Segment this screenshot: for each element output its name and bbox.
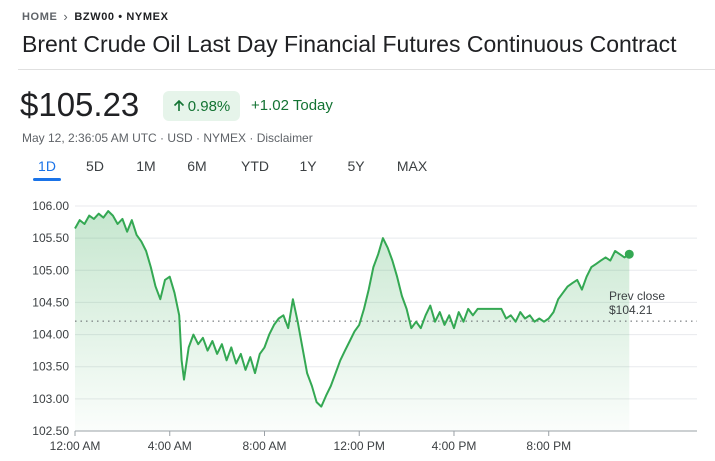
y-tick-label: 103.50 — [32, 360, 69, 374]
price-chart[interactable]: 106.00 105.50 105.00 104.50 104.00 103.50 103.… — [0, 191, 715, 461]
y-tick-label: 106.00 — [32, 199, 69, 213]
price-line — [74, 210, 630, 408]
tab-1d[interactable]: 1D — [38, 158, 56, 174]
tab-6m[interactable]: 6M — [187, 158, 207, 174]
breadcrumb-home-link[interactable]: HOME — [22, 10, 58, 23]
quote-meta: May 12, 2:36:05 AM UTC · USD · NYMEX · D… — [22, 131, 313, 145]
breadcrumb-ticker: BZW00 • NYMEX — [74, 10, 169, 23]
x-tick-label: 12:00 PM — [334, 439, 385, 453]
chevron-right-icon: › — [63, 9, 69, 24]
x-tick-label: 4:00 AM — [148, 439, 192, 453]
tab-max[interactable]: MAX — [396, 158, 428, 174]
y-tick-label: 104.00 — [32, 328, 69, 342]
y-tick-label: 104.50 — [32, 295, 69, 309]
change-today: +1.02 Today — [251, 97, 333, 114]
prev-close-label: Prev close — [609, 289, 665, 303]
y-tick-label: 103.00 — [32, 392, 69, 406]
y-tick-label: 105.00 — [32, 263, 69, 277]
tab-ytd[interactable]: YTD — [241, 158, 269, 174]
tab-1m[interactable]: 1M — [136, 158, 156, 174]
x-tick-label: 4:00 PM — [432, 439, 477, 453]
change-percent: 0.98% — [187, 97, 231, 115]
x-tick-label: 12:00 AM — [50, 439, 101, 453]
tab-5y[interactable]: 5Y — [347, 158, 365, 174]
price-area-fill — [75, 211, 630, 431]
arrow-up-icon — [173, 100, 184, 111]
x-tick-label: 8:00 PM — [526, 439, 571, 453]
change-percent-badge: 0.98% — [163, 91, 240, 121]
current-price-dot — [624, 249, 634, 259]
y-tick-label: 105.50 — [32, 231, 69, 245]
page-title: Brent Crude Oil Last Day Financial Futur… — [22, 31, 677, 57]
breadcrumb: HOME › BZW00 • NYMEX — [22, 9, 169, 24]
tab-1y[interactable]: 1Y — [299, 158, 317, 174]
active-tab-indicator — [33, 178, 61, 181]
prev-close-value: $104.21 — [609, 303, 653, 317]
tab-5d[interactable]: 5D — [86, 158, 104, 174]
x-tick-label: 8:00 AM — [242, 439, 286, 453]
divider — [18, 69, 715, 70]
y-tick-label: 102.50 — [32, 424, 69, 438]
current-price: $105.23 — [20, 86, 140, 123]
